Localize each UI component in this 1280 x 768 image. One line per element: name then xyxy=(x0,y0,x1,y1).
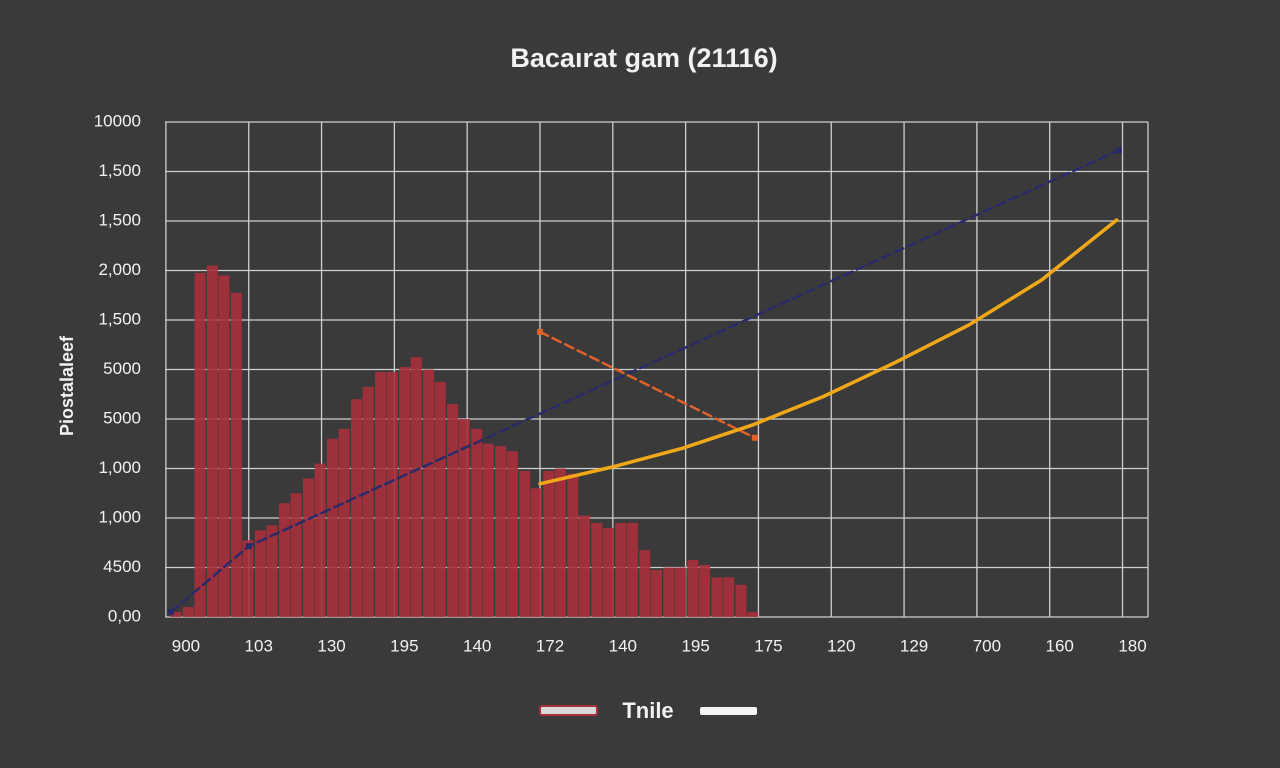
bar xyxy=(687,560,699,617)
bar xyxy=(423,369,435,617)
bar xyxy=(602,527,614,617)
line-point xyxy=(167,609,174,616)
bar xyxy=(471,428,483,617)
bar xyxy=(711,577,723,617)
bar xyxy=(182,607,194,617)
y-tick-label: 5000 xyxy=(103,408,141,427)
x-tick-label: 175 xyxy=(754,636,782,655)
x-tick-label: 180 xyxy=(1118,636,1146,655)
x-tick-label: 140 xyxy=(463,636,491,655)
y-tick-label: 1,500 xyxy=(98,210,141,229)
bar xyxy=(591,522,603,617)
line-point xyxy=(751,434,758,441)
bar xyxy=(735,584,747,617)
bar xyxy=(663,567,675,617)
bar xyxy=(639,550,651,617)
y-tick-label: 1,000 xyxy=(98,507,141,526)
x-tick-label: 130 xyxy=(317,636,345,655)
line-point xyxy=(245,543,252,550)
bar xyxy=(723,577,735,617)
y-tick-label: 4500 xyxy=(103,557,141,576)
bar xyxy=(543,470,555,617)
bar xyxy=(278,503,290,617)
bar xyxy=(194,272,206,617)
bar xyxy=(410,357,422,617)
x-tick-label: 900 xyxy=(172,636,200,655)
x-tick-label: 120 xyxy=(827,636,855,655)
bar xyxy=(615,522,627,617)
bar xyxy=(567,473,579,617)
bar xyxy=(578,515,590,617)
x-tick-label: 160 xyxy=(1046,636,1074,655)
bar xyxy=(338,428,350,617)
bar xyxy=(206,265,218,617)
line-point xyxy=(1115,147,1122,154)
y-tick-label: 10000 xyxy=(94,111,141,130)
legend-swatch xyxy=(539,705,598,716)
bar xyxy=(675,567,687,617)
x-tick-label: 129 xyxy=(900,636,928,655)
bar xyxy=(434,381,446,617)
x-tick-label: 140 xyxy=(609,636,637,655)
x-tick-label: 700 xyxy=(973,636,1001,655)
bar xyxy=(650,569,663,617)
bar xyxy=(218,275,230,617)
bar xyxy=(458,419,470,617)
y-tick-label: 1,000 xyxy=(98,458,141,477)
bar xyxy=(326,438,338,617)
bar xyxy=(254,530,266,617)
bar xyxy=(519,470,531,617)
y-axis-label: Piostalaleef xyxy=(57,335,77,436)
x-tick-label: 195 xyxy=(390,636,418,655)
bar xyxy=(362,386,374,617)
chart-title: Bacaırat gam (21116) xyxy=(510,43,777,73)
bar xyxy=(290,493,302,617)
bar xyxy=(399,367,411,617)
bar xyxy=(447,404,459,617)
bar xyxy=(747,612,759,617)
bar xyxy=(350,399,363,617)
line xyxy=(538,218,1119,486)
x-tick-label: 195 xyxy=(681,636,709,655)
y-tick-label: 1,500 xyxy=(98,309,141,328)
x-tick-label: 172 xyxy=(536,636,564,655)
y-tick-label: 2,000 xyxy=(98,260,141,279)
bar xyxy=(482,443,494,617)
line xyxy=(538,330,757,440)
legend-swatch xyxy=(700,707,757,715)
bar xyxy=(506,451,518,617)
bar xyxy=(386,371,398,617)
x-tick-label: 103 xyxy=(245,636,273,655)
bar xyxy=(626,522,638,617)
bar xyxy=(375,371,387,617)
bar xyxy=(554,468,566,617)
bar xyxy=(302,478,314,617)
line-point xyxy=(536,328,543,335)
bar xyxy=(530,488,542,617)
bar xyxy=(230,292,242,617)
y-tick-label: 0,00 xyxy=(108,606,141,625)
y-tick-label: 1,500 xyxy=(98,161,141,180)
legend-label: Tnile xyxy=(622,698,673,723)
bar xyxy=(495,446,507,617)
bar xyxy=(314,463,326,617)
bar xyxy=(266,525,278,617)
bar xyxy=(699,565,711,617)
y-tick-label: 5000 xyxy=(103,359,141,378)
bar xyxy=(170,612,182,617)
bar xyxy=(242,540,254,617)
